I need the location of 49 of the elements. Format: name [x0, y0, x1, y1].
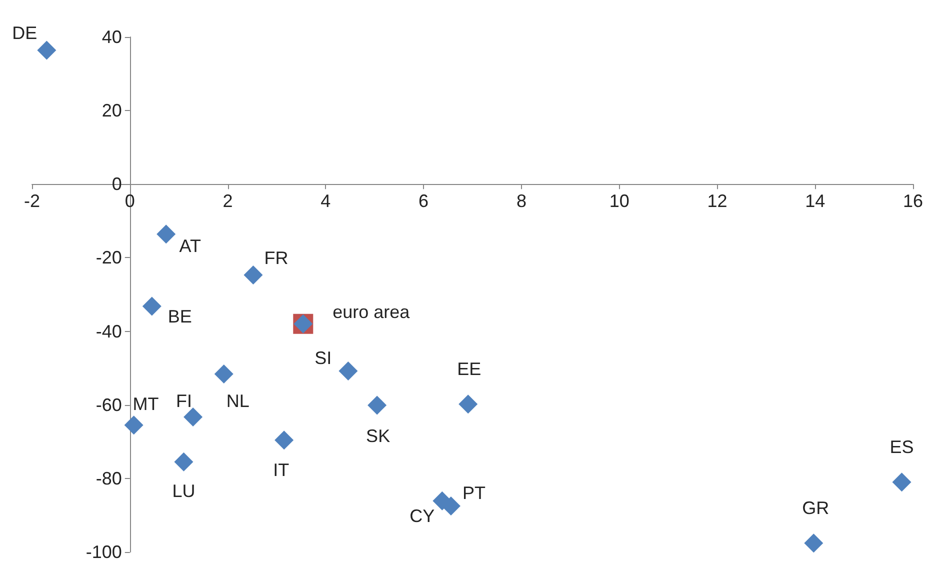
y-tick-label: -100: [86, 542, 122, 562]
annotation: SI: [314, 348, 332, 368]
point: [174, 452, 194, 472]
annotation: BE: [168, 306, 192, 326]
point: [368, 396, 387, 415]
x-tick-label: 12: [707, 191, 728, 212]
annotation: EE: [457, 359, 482, 380]
annotation: NL: [226, 390, 250, 411]
annotation: CY: [410, 506, 435, 526]
annotation: DE: [12, 23, 38, 44]
annotation: SK: [366, 426, 390, 446]
point: [142, 296, 162, 316]
point: [892, 472, 912, 492]
x-tick-label: 10: [609, 191, 630, 212]
y-tick-label: 20: [102, 100, 122, 121]
y-tick-label: 0: [112, 174, 122, 194]
annotation: AT: [179, 236, 201, 256]
y-tick-label: 40: [102, 27, 122, 47]
x-tick-label: -2: [24, 191, 40, 212]
annotation: MT: [132, 394, 159, 414]
y-tick-label: -80: [96, 468, 122, 488]
point: [124, 416, 144, 435]
x-tick-label: 6: [418, 191, 429, 212]
y-tick-label: -40: [96, 321, 122, 342]
annotation: GR: [802, 498, 830, 518]
x-tick-label: 0: [124, 191, 135, 212]
annotation: IT: [273, 460, 290, 480]
x-tick-label: 8: [516, 191, 526, 212]
point: [274, 430, 294, 450]
annotation: LU: [172, 480, 196, 501]
x-tick-label: 14: [805, 191, 826, 212]
point: [244, 266, 263, 285]
point: [184, 407, 203, 426]
point: [156, 224, 176, 244]
point: [338, 362, 358, 381]
point: [37, 40, 56, 60]
annotation: FR: [264, 248, 288, 268]
x-tick-label: 4: [320, 191, 331, 212]
point: [458, 394, 478, 414]
annotation: FI: [176, 390, 192, 411]
annotation: euro area: [332, 302, 411, 322]
annotation: ES: [890, 437, 914, 458]
y-tick-label: -20: [96, 248, 122, 268]
point: [804, 534, 824, 553]
y-tick-label: -60: [96, 394, 122, 415]
point: [214, 364, 234, 384]
x-tick-label: 2: [222, 191, 233, 212]
annotation: PT: [462, 483, 486, 504]
x-tick-label: 16: [902, 191, 924, 212]
